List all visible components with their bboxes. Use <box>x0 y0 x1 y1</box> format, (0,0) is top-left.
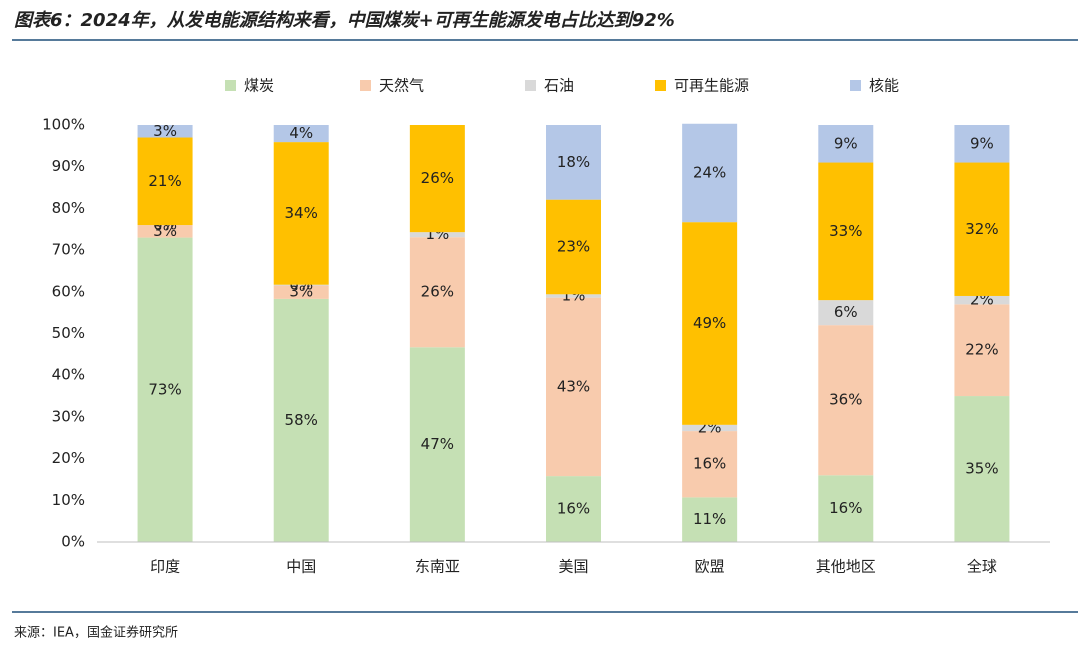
data-label: 26% <box>421 169 454 187</box>
x-tick-label: 全球 <box>967 558 997 576</box>
data-label: 9% <box>834 134 858 152</box>
data-label: 36% <box>829 391 862 409</box>
data-label: 4% <box>289 124 313 142</box>
bar-segment <box>137 137 193 226</box>
bar-segment <box>682 424 738 432</box>
bar-segment <box>273 125 329 143</box>
data-label: 33% <box>829 222 862 240</box>
bar-segment <box>682 222 738 425</box>
data-label: 9% <box>970 134 994 152</box>
data-label: 22% <box>965 341 998 359</box>
bar-segment <box>409 237 465 348</box>
data-label: 34% <box>285 204 318 222</box>
bar-segment <box>546 294 601 298</box>
legend-label: 核能 <box>869 77 899 95</box>
legend-label: 可再生能源 <box>674 77 749 95</box>
legend-swatch <box>655 80 666 91</box>
y-tick-label: 90% <box>52 157 85 175</box>
bar-segment <box>546 476 601 542</box>
bar-segment <box>818 162 874 301</box>
legend-swatch <box>225 80 236 91</box>
y-tick-label: 0% <box>61 533 85 551</box>
data-label: 11% <box>693 510 726 528</box>
data-label: 35% <box>965 460 998 478</box>
data-label: 49% <box>693 314 726 332</box>
x-tick-label: 欧盟 <box>695 558 725 576</box>
y-tick-label: 40% <box>52 366 85 384</box>
data-label: 32% <box>965 220 998 238</box>
bar-segment <box>954 304 1010 397</box>
bar-segment <box>546 199 601 295</box>
y-tick-label: 80% <box>52 199 85 217</box>
data-label: 16% <box>829 499 862 517</box>
legend-swatch <box>525 80 536 91</box>
data-label: 6% <box>834 303 858 321</box>
legend-label: 石油 <box>544 77 574 95</box>
data-label: 3% <box>289 283 313 301</box>
data-label: 3% <box>153 222 177 240</box>
data-label: 58% <box>285 411 318 429</box>
data-label: 43% <box>557 377 590 395</box>
data-label: 26% <box>421 283 454 301</box>
x-tick-label: 东南亚 <box>415 558 460 576</box>
bar-segment <box>818 300 874 326</box>
data-label: 16% <box>557 500 590 518</box>
y-tick-label: 60% <box>52 282 85 300</box>
data-label: 23% <box>557 237 590 255</box>
data-label: 24% <box>693 163 726 181</box>
bar-segment <box>818 125 874 163</box>
bar-segment <box>273 285 329 299</box>
x-tick-label: 中国 <box>286 558 316 576</box>
bar-segment <box>546 125 601 200</box>
source: 来源：IEA，国金证券研究所 <box>14 625 178 641</box>
y-tick-label: 70% <box>52 241 85 259</box>
bar-segment <box>682 431 738 498</box>
y-tick-label: 20% <box>52 449 85 467</box>
bar-segment <box>273 284 329 286</box>
y-tick-label: 30% <box>52 407 85 425</box>
x-tick-label: 其他地区 <box>816 558 876 576</box>
bar-segment <box>409 347 465 542</box>
bar-segment <box>409 232 465 238</box>
bar-segment <box>682 497 738 542</box>
bar-segment <box>954 125 1010 163</box>
data-label: 21% <box>148 172 181 190</box>
bar-segment <box>137 237 193 542</box>
bar-segment <box>818 325 874 476</box>
data-label: 16% <box>693 455 726 473</box>
bar-segment <box>137 225 193 238</box>
x-tick-label: 印度 <box>150 558 180 576</box>
chart-title: 图表6：2024年，从发电能源结构来看，中国煤炭+可再生能源发电占比达到92% <box>14 10 675 31</box>
data-label: 3% <box>153 122 177 140</box>
bar-segment <box>137 125 193 138</box>
data-label: 18% <box>557 153 590 171</box>
y-tick-label: 100% <box>42 116 85 134</box>
x-tick-label: 美国 <box>558 558 588 576</box>
legend-label: 煤炭 <box>244 77 274 95</box>
bar-segment <box>273 142 329 285</box>
legend-label: 天然气 <box>379 77 424 95</box>
bar-segment <box>954 295 1010 305</box>
bar-segment <box>954 396 1010 542</box>
legend-swatch <box>850 80 861 91</box>
bar-segment <box>409 125 465 233</box>
bar-segment <box>273 298 329 542</box>
data-label: 47% <box>421 435 454 453</box>
data-label: 73% <box>148 380 181 398</box>
bar-segment <box>682 123 738 223</box>
legend-swatch <box>360 80 371 91</box>
y-tick-label: 10% <box>52 491 85 509</box>
bar-segment <box>954 162 1010 296</box>
bar-segment <box>818 475 874 542</box>
y-tick-label: 50% <box>52 324 85 342</box>
bar-segment <box>546 297 601 477</box>
